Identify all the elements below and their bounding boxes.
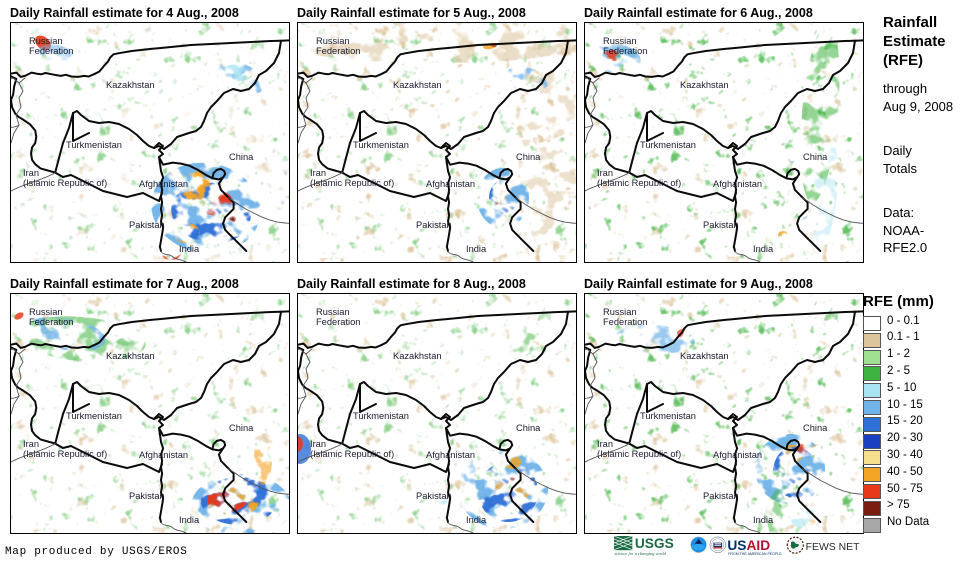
svg-text:FEWS NET: FEWS NET [806, 542, 860, 553]
svg-text:USAID: USAID [727, 538, 770, 553]
svg-text:USGS: USGS [635, 536, 674, 551]
svg-text:science for a changing world: science for a changing world [614, 551, 666, 556]
svg-text:FROM THE AMERICAN PEOPLE: FROM THE AMERICAN PEOPLE [728, 552, 782, 556]
